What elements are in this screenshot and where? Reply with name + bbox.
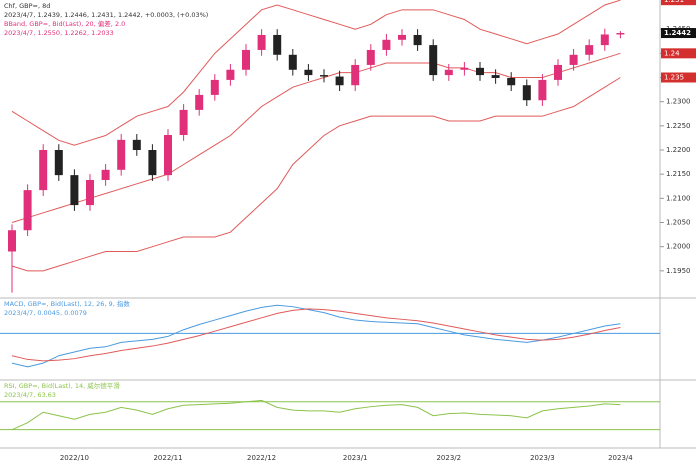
value-label: 1.251: [664, 0, 684, 4]
y-tick-label: 1.2150: [666, 170, 691, 178]
rsi-subtitle: 2023/4/7, 63.63: [4, 391, 56, 399]
candle-body: [242, 49, 250, 70]
y-tick-label: 1.1950: [666, 267, 691, 275]
candle-body: [569, 54, 578, 65]
candle-body: [132, 139, 141, 150]
x-tick-label: 2022/11: [153, 454, 182, 462]
candle-body: [460, 67, 469, 70]
candle-body: [39, 150, 48, 191]
value-label: 1.235: [664, 74, 684, 82]
value-box: [661, 72, 696, 83]
candle-body: [335, 76, 344, 86]
y-tick-label: 1.2250: [666, 122, 691, 130]
x-tick-label: 2023/4: [608, 454, 633, 462]
candle-body: [117, 139, 126, 170]
candle-body: [382, 39, 391, 50]
y-tick-label: 1.2300: [666, 98, 691, 106]
candle-body: [554, 64, 562, 80]
candle-body: [476, 67, 484, 76]
candle-body: [351, 64, 360, 86]
chart-subtitle: 2023/4/7, 1.2439, 1.2446, 1.2431, 1.2442…: [4, 11, 208, 19]
candle-body: [413, 34, 422, 46]
x-tick-label: 2022/10: [60, 454, 89, 462]
line-series: [11, 52, 621, 223]
candle-body: [366, 49, 375, 65]
candle-body: [195, 94, 204, 110]
candle-body: [507, 77, 516, 86]
value-label: 1.24: [664, 49, 680, 57]
candle-body: [616, 33, 625, 35]
candle-body: [320, 75, 328, 77]
candle-body: [257, 34, 266, 50]
candle-body: [288, 54, 297, 70]
candle-body: [23, 190, 32, 231]
x-tick-label: 2023/2: [436, 454, 461, 462]
value-box: [661, 0, 696, 6]
line-series: [11, 304, 621, 368]
y-tick-label: 1.2100: [666, 194, 691, 202]
macd-subtitle: 2023/4/7, 0.0045, 0.0079: [4, 309, 87, 317]
candle-body: [398, 34, 406, 40]
candle-body: [179, 109, 188, 136]
macd-title: MACD, GBP=, Bid(Last), 12, 26, 9, 指数: [4, 299, 130, 308]
line-series: [11, 399, 621, 431]
rsi-title: RSI, GBP=, Bid(Last), 14, 威尔德平滑: [4, 381, 120, 390]
line-series: [11, 77, 621, 272]
candle-body: [304, 69, 313, 76]
chart-title: Chf, GBP=, 8d: [4, 2, 50, 10]
candle-body: [538, 79, 547, 101]
candle-body: [600, 34, 609, 46]
candle-body: [86, 179, 94, 206]
candle-body: [226, 69, 235, 80]
x-tick-label: 2022/12: [247, 454, 276, 462]
candle-body: [70, 175, 79, 206]
line-series: [11, 308, 621, 362]
candle-body: [429, 45, 438, 76]
candle-body: [273, 34, 282, 55]
overlay-subtitle: 2023/4/7, 1.2550, 1.2262, 1.2033: [4, 29, 114, 37]
candle-body: [54, 150, 63, 176]
line-series: [11, 0, 621, 146]
candle-body: [164, 135, 172, 176]
value-box: [661, 48, 696, 59]
y-tick-label: 1.2200: [666, 146, 691, 154]
value-box: [661, 28, 696, 39]
y-tick-label: 1.2000: [666, 243, 691, 251]
y-tick-label: 1.2050: [666, 219, 691, 227]
x-tick-label: 2023/3: [530, 454, 555, 462]
candle-body: [8, 230, 16, 252]
candle-body: [522, 85, 531, 101]
candle-body: [210, 79, 219, 95]
overlay-title: BBand, GBP=, Bid(Last), 20, 偏差, 2.0: [4, 19, 125, 28]
candle-body: [585, 45, 594, 55]
candle-body: [148, 150, 157, 176]
last-price-label: 1.2442: [664, 29, 691, 37]
candle-body: [101, 169, 110, 180]
x-tick-label: 2023/1: [343, 454, 368, 462]
candle-body: [491, 75, 500, 78]
candle-body: [444, 69, 453, 76]
